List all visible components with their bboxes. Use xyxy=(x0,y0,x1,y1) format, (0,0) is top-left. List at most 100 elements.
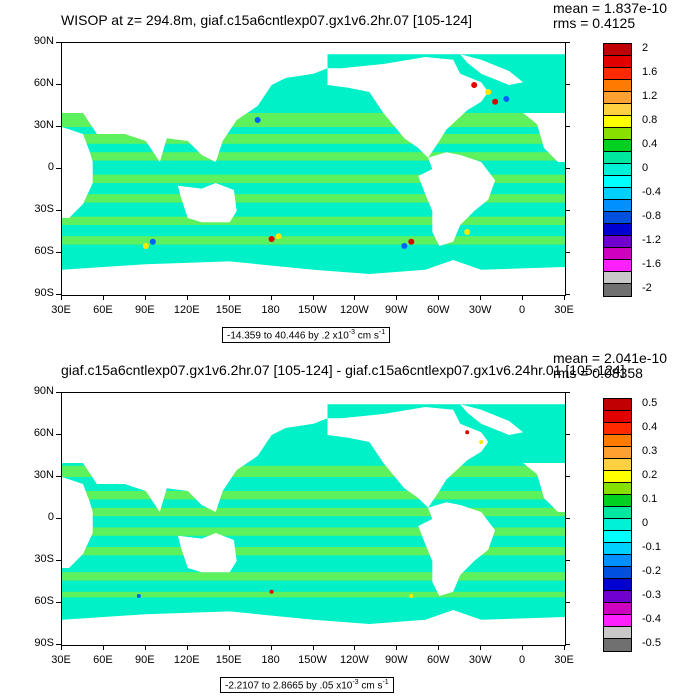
lat-tick xyxy=(565,602,570,603)
lat-tick-label: 90N xyxy=(33,35,54,47)
panel-title: giaf.c15a6cntlexp07.gx1v6.2hr.07 [105-12… xyxy=(61,362,625,378)
colorbar-swatch xyxy=(604,531,631,543)
land-mass xyxy=(62,393,328,512)
land-mass xyxy=(62,393,565,405)
colorbar-swatch xyxy=(604,188,631,200)
contour-range-label: -2.2107 to 2.8665 by .05 x10-3 cm s-1 xyxy=(220,677,394,694)
lat-tick xyxy=(565,476,570,477)
land-mass xyxy=(62,610,565,645)
ocean-band xyxy=(62,507,565,517)
ocean-band xyxy=(62,174,565,183)
extreme-value-speckle xyxy=(268,236,275,242)
colorbar-label: -0.3 xyxy=(642,589,661,601)
extreme-value-speckle xyxy=(254,117,261,123)
lon-tick-label: 90E xyxy=(135,654,155,666)
top-panel: WISOP at z= 294.8m, giaf.c15a6cntlexp07.… xyxy=(33,1,667,344)
lat-tick xyxy=(56,294,61,295)
map-plot xyxy=(61,42,566,296)
colorbar-swatch xyxy=(604,80,631,92)
colorbar-swatch xyxy=(604,495,631,507)
lon-tick xyxy=(480,295,482,300)
colorbar-swatch xyxy=(604,543,631,555)
lat-tick xyxy=(565,434,570,435)
colorbar-swatch xyxy=(604,471,631,483)
lon-tick xyxy=(186,295,188,300)
lat-tick-label: 0 xyxy=(47,161,54,173)
lat-tick xyxy=(56,210,61,211)
lon-tick xyxy=(61,645,62,650)
colorbar xyxy=(603,398,632,652)
ocean-band xyxy=(62,572,565,581)
lon-tick-label: 120W xyxy=(340,654,369,666)
extreme-value-speckle xyxy=(275,233,282,240)
colorbar-swatch xyxy=(604,236,631,248)
ocean-band xyxy=(62,547,565,556)
lat-tick-label: 60N xyxy=(33,77,54,89)
colorbar-swatch xyxy=(604,116,631,128)
lat-tick xyxy=(56,518,61,519)
colorbar-swatch xyxy=(604,260,631,272)
colorbar-label: -0.8 xyxy=(642,210,661,222)
colorbar-label: 0 xyxy=(642,162,649,174)
lat-tick xyxy=(565,210,570,211)
lat-tick-label: 60S xyxy=(34,245,54,257)
lon-tick-label: 180 xyxy=(261,304,280,316)
panel-title: WISOP at z= 294.8m, giaf.c15a6cntlexp07.… xyxy=(61,12,473,28)
colorbar-swatch xyxy=(604,212,631,224)
colorbar-label: -0.2 xyxy=(642,565,661,577)
colorbar-swatch xyxy=(604,519,631,531)
lat-tick xyxy=(56,168,61,169)
lon-tick-label: 0 xyxy=(519,304,526,316)
colorbar-swatch xyxy=(604,483,631,495)
colorbar-label: 1.6 xyxy=(642,66,658,78)
colorbar-swatch xyxy=(604,615,631,627)
ocean-band xyxy=(62,465,565,477)
colorbar-swatch xyxy=(604,555,631,567)
contour-range-label: -14.359 to 40.446 by .2 x10-3 cm s-1 xyxy=(222,327,391,344)
colorbar-swatch xyxy=(604,68,631,80)
colorbar-swatch xyxy=(604,639,631,651)
lon-tick xyxy=(102,295,104,300)
lat-tick xyxy=(56,252,61,253)
lat-tick-label: 30S xyxy=(34,203,54,215)
lon-tick-label: 60W xyxy=(426,304,450,316)
lat-tick-label: 60S xyxy=(34,595,54,607)
extreme-value-speckle xyxy=(503,96,510,102)
colorbar-swatch xyxy=(604,272,631,284)
lon-tick xyxy=(144,645,146,650)
lon-tick-label: 30W xyxy=(468,654,492,666)
colorbar-label: 0.1 xyxy=(642,493,658,505)
colorbar-label: -0.4 xyxy=(642,613,661,625)
land-mass xyxy=(523,463,565,512)
colorbar-swatch xyxy=(604,164,631,176)
lon-tick xyxy=(522,645,524,650)
colorbar-label: 0.2 xyxy=(642,469,658,481)
colorbar-swatch xyxy=(604,411,631,423)
lat-tick xyxy=(565,518,570,519)
colorbar-swatch xyxy=(604,447,631,459)
lon-tick-label: 150W xyxy=(298,654,327,666)
lat-tick xyxy=(565,84,570,85)
extreme-value-speckle xyxy=(409,594,414,598)
lat-tick xyxy=(56,602,61,603)
lat-tick xyxy=(56,84,61,85)
extreme-value-speckle xyxy=(401,243,408,249)
colorbar-label: 0.4 xyxy=(642,421,658,433)
ocean-band xyxy=(62,152,565,161)
lat-tick xyxy=(565,560,570,561)
land-mass xyxy=(460,404,524,435)
extreme-value-speckle xyxy=(479,440,484,444)
colorbar-swatch xyxy=(604,200,631,212)
colorbar-label: -0.4 xyxy=(642,186,661,198)
lon-tick xyxy=(186,645,188,650)
land-mass xyxy=(62,43,328,162)
lon-tick xyxy=(522,295,524,300)
colorbar-swatch xyxy=(604,56,631,68)
lat-tick xyxy=(565,252,570,253)
lat-tick xyxy=(56,42,61,43)
colorbar-swatch xyxy=(604,152,631,164)
extreme-value-speckle xyxy=(485,89,492,95)
colorbar-swatch xyxy=(604,627,631,639)
lat-tick xyxy=(56,560,61,561)
land-mass xyxy=(523,113,565,162)
